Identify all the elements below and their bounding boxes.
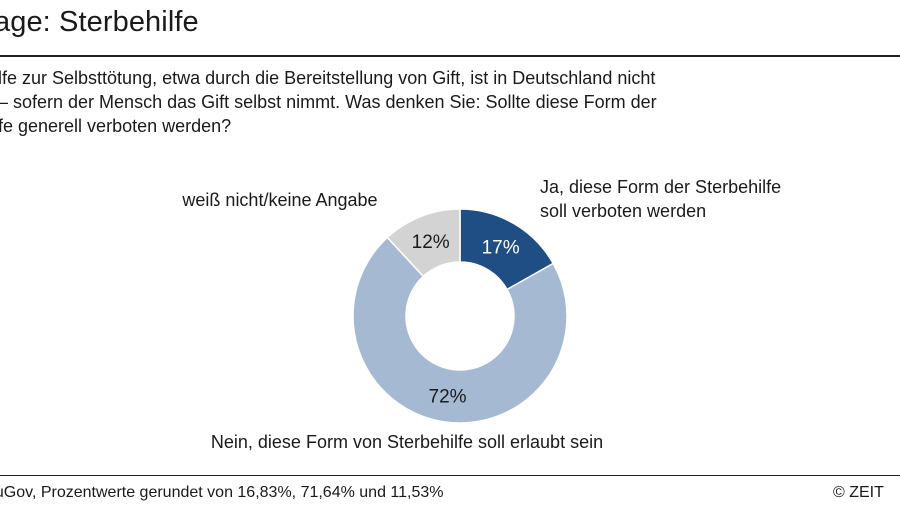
donut-slice-weiss-nicht [386,208,461,278]
page-title: age: Sterbehilfe [0,6,199,38]
question-line-3: fe generell verboten werden? [0,116,232,136]
slice-label-ja-verboten: Ja, diese Form der Sterbehilfe soll verbo… [540,177,781,221]
source-note: ouGov, Prozentwerte gerundet von 16,83%,… [0,484,444,501]
slice-value-nein-erlaubt: 72% [429,387,467,408]
slice-value-weiss-nicht: 12% [412,232,450,253]
footer-divider [0,475,900,476]
question-line-2: – sofern der Mensch das Gift selbst nimm… [0,92,657,112]
slice-label-weiss-nicht: weiß nicht/keine Angabe [181,190,377,210]
title-divider [0,55,900,57]
copyright-notice: © ZEIT [833,484,884,501]
slice-value-ja-verboten: 17% [482,237,520,258]
donut-slice-nein-erlaubt [352,236,568,424]
question-line-1: lfe zur Selbsttötung, etwa durch die Ber… [0,68,656,88]
survey-question: lfe zur Selbsttötung, etwa durch die Ber… [0,66,657,138]
slice-label-nein-erlaubt: Nein, diese Form von Sterbehilfe soll er… [211,432,603,452]
